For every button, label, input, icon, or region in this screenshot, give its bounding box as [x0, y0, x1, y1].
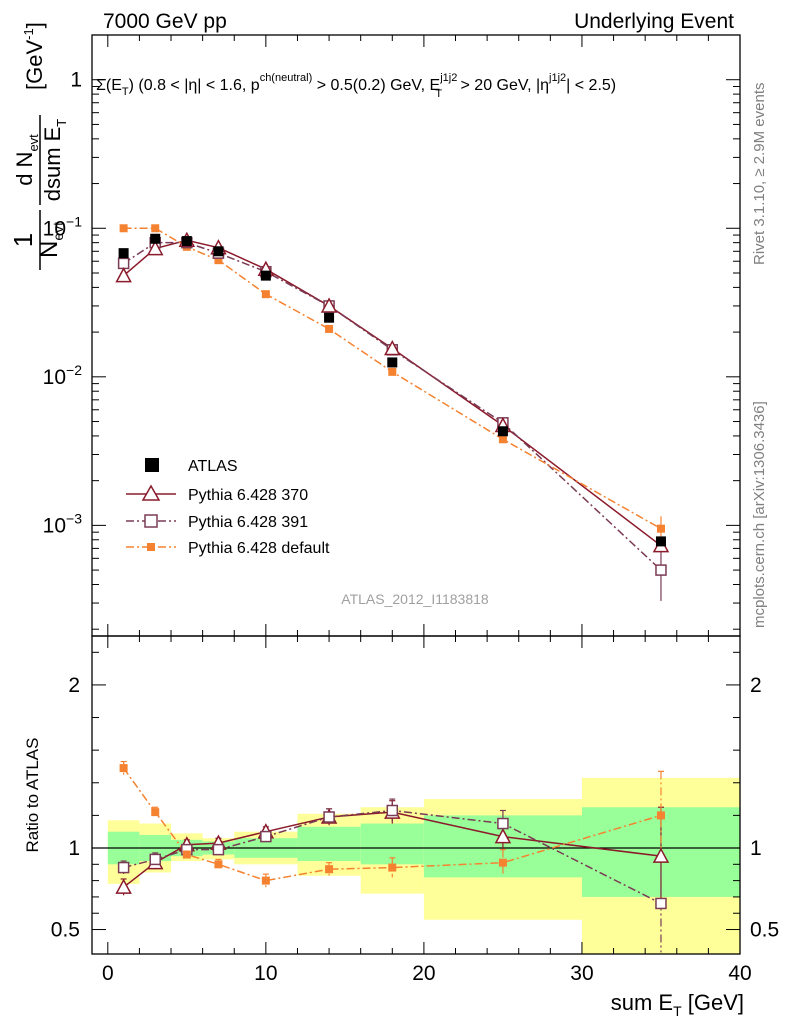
ylabel-dn: d N	[12, 152, 37, 186]
data-point-top	[497, 426, 508, 437]
y-tick-label: 1	[70, 69, 82, 92]
data-point-top	[119, 224, 128, 233]
data-point-ratio	[655, 897, 667, 910]
y-axis-label-bottom: Ratio to ATLAS	[23, 738, 42, 853]
data-point-top	[498, 435, 507, 444]
x-tick-label: 40	[728, 962, 751, 985]
legend-marker-atlas	[145, 458, 159, 472]
legend-label-default: Pythia 6.428 default	[188, 540, 330, 557]
data-point-ratio	[386, 804, 399, 817]
legend-marker-370	[141, 484, 161, 501]
legend-label-391: Pythia 6.428 391	[188, 514, 308, 531]
data-point-ratio	[212, 843, 225, 856]
legend-marker-default	[147, 543, 155, 551]
data-point-ratio	[388, 863, 397, 872]
legend-marker-391	[144, 514, 158, 528]
legend-label-370: Pythia 6.428 370	[188, 487, 308, 504]
header-right: Underlying Event	[574, 10, 734, 33]
data-point-top	[213, 246, 224, 257]
header-left: 7000 GeV pp	[103, 10, 227, 33]
data-point-ratio	[323, 811, 335, 823]
ylabel-unit: [GeV	[22, 40, 47, 90]
data-point-ratio	[149, 853, 161, 866]
data-point-ratio	[261, 876, 270, 885]
data-point-ratio	[117, 861, 130, 874]
data-point-top	[260, 270, 271, 281]
analysis-tag: ATLAS_2012_I1183818	[341, 591, 489, 607]
ylabel-n: N	[36, 241, 63, 258]
data-point-ratio	[494, 828, 512, 844]
data-point-top	[151, 224, 160, 233]
data-point-top	[384, 339, 401, 356]
x-tick-label: 20	[412, 962, 435, 985]
data-point-top	[115, 267, 132, 283]
ratio-y-tick-label-right: 0.5	[750, 919, 779, 942]
data-markers	[115, 224, 670, 910]
ratio-panel-frame	[91, 635, 741, 955]
data-point-top	[261, 290, 270, 299]
svg-text:dsum ET: dsum ET	[40, 119, 69, 202]
y-tick-label: 10−3	[43, 510, 83, 537]
data-point-top	[214, 256, 223, 265]
legend: ATLAS Pythia 6.428 370 Pythia 6.428 391 …	[126, 458, 330, 557]
x-axis-label: sum ET [GeV]	[611, 990, 744, 1019]
y-axis-label-top: 1 Nevt d Nevt dsum ET [GeV-1]	[8, 22, 69, 270]
ylabel-dn-sub: evt	[26, 134, 41, 152]
axis-ticks: 0 10 20 30 40 1 10−1 10−2 10−3 2 2 1 1 0.5 0.5	[43, 34, 779, 985]
data-point-top	[388, 367, 397, 376]
ratio-y-tick-label-left: 1	[68, 837, 80, 860]
data-point-ratio	[151, 808, 160, 817]
data-point-top	[655, 536, 666, 547]
x-tick-label: 30	[570, 962, 593, 985]
data-point-ratio	[325, 865, 334, 874]
data-point-top	[117, 257, 130, 270]
data-point-ratio	[214, 860, 223, 869]
data-point-top	[181, 236, 192, 247]
ylabel-one: 1	[8, 233, 38, 247]
ylabel-n-sub: evt	[50, 222, 66, 241]
data-point-ratio	[119, 764, 128, 773]
data-point-top	[325, 324, 334, 333]
ratio-y-tick-label-left: 2	[68, 674, 80, 697]
data-point-ratio	[497, 817, 509, 830]
svg-text:d Nevt: d Nevt	[12, 134, 41, 186]
ylabel-dsum: dsum E	[40, 127, 65, 202]
data-point-top	[118, 248, 129, 259]
cut-label: Σ(ET) (0.8 < |η| < 1.6, pch(neutral) > 0…	[96, 72, 616, 100]
data-point-ratio	[115, 878, 132, 894]
data-point-ratio	[260, 830, 272, 843]
svg-text:[GeV-1]: [GeV-1]	[21, 22, 47, 90]
x-tick-label: 10	[254, 962, 277, 985]
data-point-top	[656, 524, 665, 533]
data-point-ratio	[182, 850, 191, 859]
rivet-label: Rivet 3.1.10, ≥ 2.9M events	[751, 83, 768, 266]
data-point-top	[320, 297, 338, 313]
data-point-top	[146, 239, 164, 256]
ylabel-dsum-sub: T	[54, 119, 69, 127]
data-point-top	[150, 233, 161, 244]
data-point-ratio	[652, 847, 670, 863]
y-tick-label: 10−1	[43, 213, 83, 240]
data-point-top	[655, 564, 667, 576]
ratio-y-tick-label-right: 1	[750, 837, 762, 860]
series-line-ratio	[123, 767, 662, 882]
data-point-ratio	[656, 811, 665, 820]
band-inner	[297, 826, 361, 862]
series-line-top	[123, 241, 662, 571]
svg-text:Nevt: Nevt	[36, 222, 66, 258]
x-tick-label: 0	[102, 962, 114, 985]
data-point-ratio	[498, 858, 507, 867]
ratio-y-tick-label-left: 0.5	[51, 919, 80, 942]
legend-label-atlas: ATLAS	[188, 458, 238, 475]
mcplots-label: mcplots.cern.ch [arXiv:1306.3436]	[751, 401, 768, 628]
ratio-y-tick-label-right: 2	[750, 674, 762, 697]
ylabel-unit-sup: -1	[21, 28, 36, 40]
y-tick-label: 10−2	[43, 362, 83, 389]
ylabel-unit-close: ]	[22, 22, 47, 28]
data-point-top	[387, 357, 398, 368]
data-point-top	[324, 312, 335, 323]
series-line-top	[123, 227, 662, 530]
